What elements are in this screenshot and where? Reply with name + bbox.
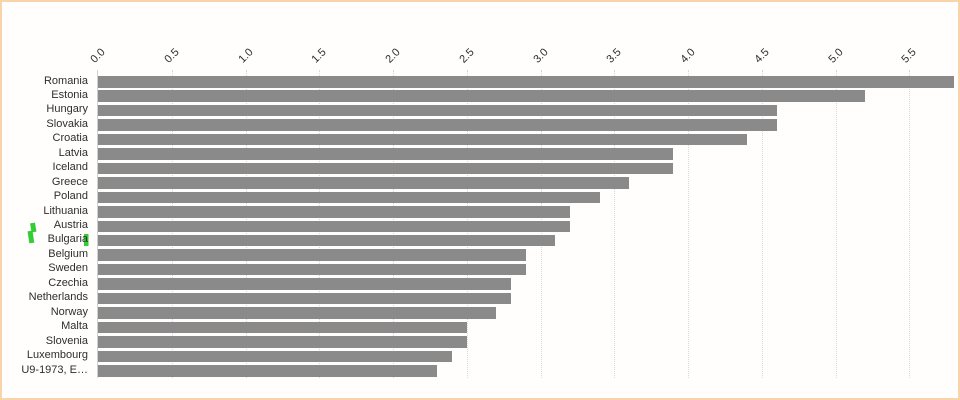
x-tick-label: 0.5 [162,46,182,66]
category-label-bulgaria: Bulgaria [47,233,88,246]
x-tick-label: 4.5 [752,46,772,66]
bar-sweden[interactable] [98,263,526,276]
category-label-u9-1973-e-: U9-1973, E… [21,363,88,376]
category-label-greece: Greece [51,175,88,188]
gridline-x-5.5 [909,70,911,378]
gridline-x-4.0 [688,70,689,378]
y-axis-line [97,70,98,378]
gridline-x-4.5 [761,70,763,378]
category-label-luxembourg: Luxembourg [26,349,88,362]
bar-lithuania[interactable] [98,206,570,218]
category-label-estonia: Estonia [51,88,88,101]
bar-u9-1973-e-[interactable] [98,365,438,377]
gridline-x-3.5 [614,70,616,378]
bar-norway[interactable] [98,307,497,319]
category-label-hungary: Hungary [46,103,88,116]
bar-estonia[interactable] [98,90,865,102]
bar-latvia[interactable] [98,148,674,160]
category-label-poland: Poland [53,190,88,203]
bar-netherlands[interactable] [98,292,511,305]
category-label-sweden: Sweden [48,262,88,275]
x-tick-label: 2.5 [457,46,477,66]
gridline-x-5.0 [835,70,837,378]
bar-slovakia[interactable] [98,119,777,131]
x-tick-label: 2.0 [383,46,403,66]
category-label-slovenia: Slovenia [45,334,88,347]
x-tick-label: 0.0 [88,46,108,66]
x-tick-label: 5.5 [899,46,919,66]
bar-greece[interactable] [98,177,629,189]
x-tick-label: 4.0 [678,46,698,66]
category-label-croatia: Croatia [52,132,88,145]
bar-romania[interactable] [98,76,954,88]
bar-poland[interactable] [98,191,600,204]
category-label-iceland: Iceland [52,161,88,174]
bar-croatia[interactable] [98,133,747,146]
category-label-czechia: Czechia [48,276,88,289]
category-label-slovakia: Slovakia [46,117,88,130]
category-label-romania: Romania [43,74,88,87]
category-label-belgium: Belgium [48,247,88,260]
bar-czechia[interactable] [98,278,511,290]
bar-luxembourg[interactable] [98,350,452,363]
bar-belgium[interactable] [98,249,526,261]
x-tick-label: 1.5 [309,46,329,66]
x-tick-label: 5.0 [825,46,846,66]
category-label-latvia: Latvia [58,146,88,159]
bar-bulgaria[interactable] [98,234,556,247]
bar-slovenia[interactable] [98,336,467,348]
category-label-norway: Norway [50,305,88,318]
category-label-lithuania: Lithuania [43,204,88,217]
bar-iceland[interactable] [98,162,674,175]
x-tick-label: 3.5 [604,46,624,66]
category-label-netherlands: Netherlands [28,291,88,304]
bar-hungary[interactable] [98,104,777,117]
bar-malta[interactable] [98,321,467,334]
x-tick-label: 1.0 [235,46,256,66]
category-label-austria: Austria [53,219,88,231]
category-label-malta: Malta [61,320,88,333]
bar-austria[interactable] [98,220,570,232]
x-tick-label: 3.0 [530,46,551,66]
